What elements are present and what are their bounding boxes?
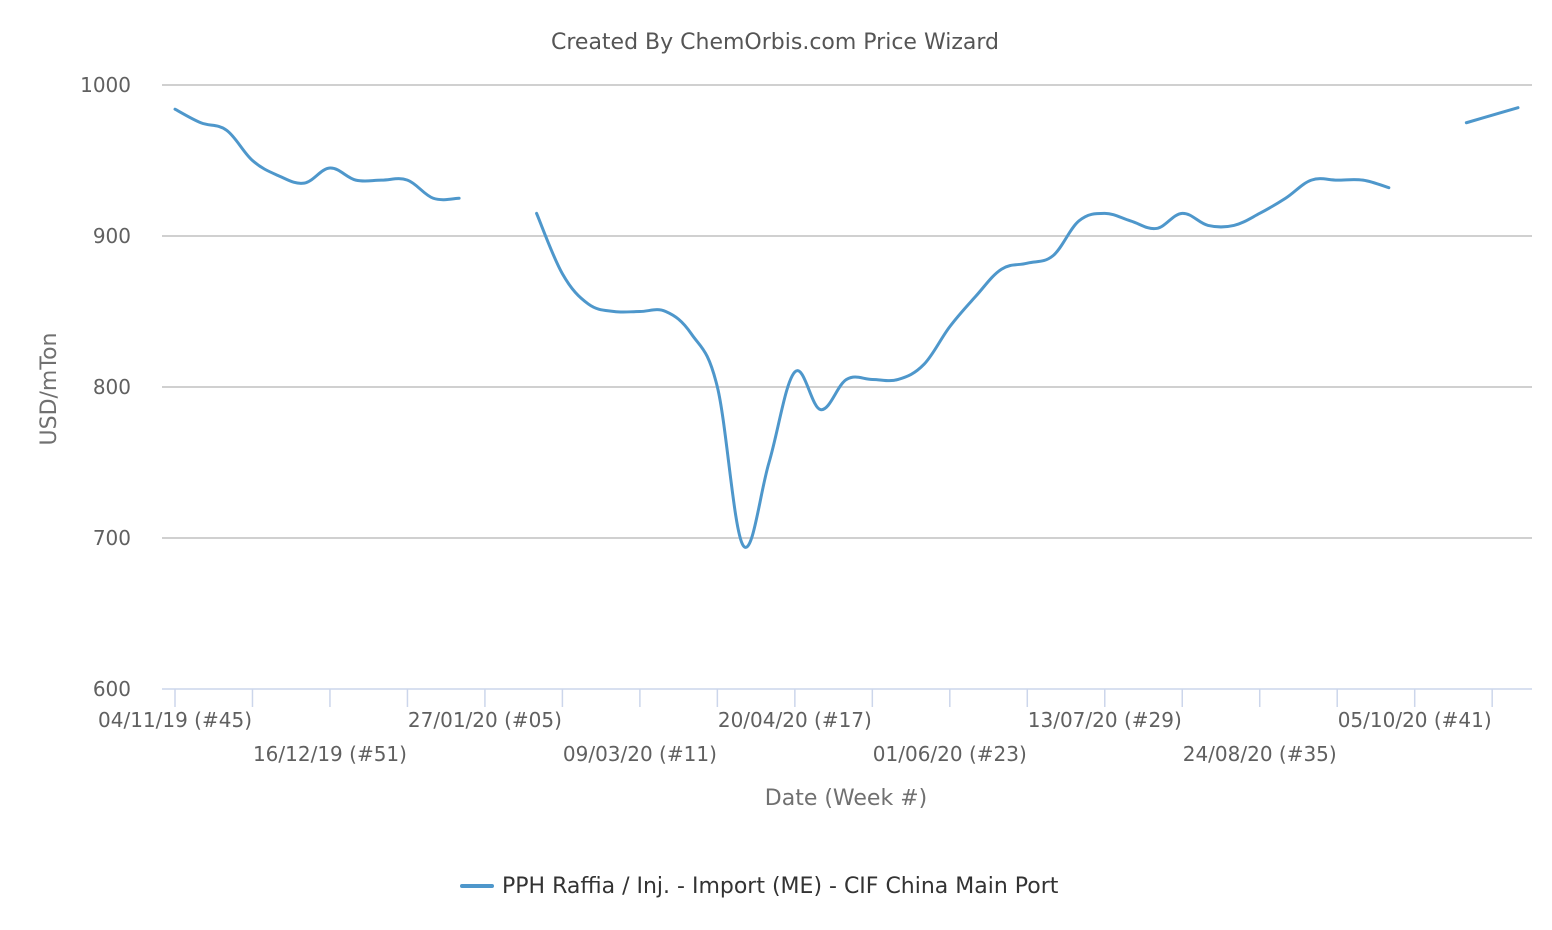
x-tick-label: 16/12/19 (#51) [253,742,407,766]
x-tick-label: 27/01/20 (#05) [408,708,562,732]
x-tick-label: 24/08/20 (#35) [1183,742,1337,766]
x-tick-label: 05/10/20 (#41) [1338,708,1492,732]
x-tick-label: 01/06/20 (#23) [873,742,1027,766]
y-tick-label: 900 [93,224,131,248]
y-tick-labels: 600 700 800 900 1000 [80,73,131,701]
y-tick-label: 800 [93,375,131,399]
y-tick-label: 600 [93,677,131,701]
chart-title: Created By ChemOrbis.com Price Wizard [551,30,999,55]
series-line-segment[interactable] [173,107,461,202]
y-tick-label: 700 [93,526,131,550]
x-axis-title: Date (Week #) [765,786,927,811]
legend-label: PPH Raffia / Inj. - Import (ME) - CIF Ch… [502,874,1059,899]
y-tick-label: 1000 [80,73,131,97]
x-tick-label: 13/07/20 (#29) [1028,708,1182,732]
series-line-segment[interactable] [1464,106,1520,125]
x-tick-label: 04/11/19 (#45) [98,708,252,732]
series-line-segment[interactable] [535,177,1391,549]
x-tick-labels: 04/11/19 (#45)16/12/19 (#51)27/01/20 (#0… [98,708,1492,766]
x-tick-marks [174,689,1493,707]
y-axis-title: USD/mTon [37,333,62,446]
series-layer [173,106,1520,549]
legend[interactable]: PPH Raffia / Inj. - Import (ME) - CIF Ch… [460,874,1059,899]
grid-lines [162,84,1532,539]
x-tick-label: 09/03/20 (#11) [563,742,717,766]
x-tick-label: 20/04/20 (#17) [718,708,872,732]
